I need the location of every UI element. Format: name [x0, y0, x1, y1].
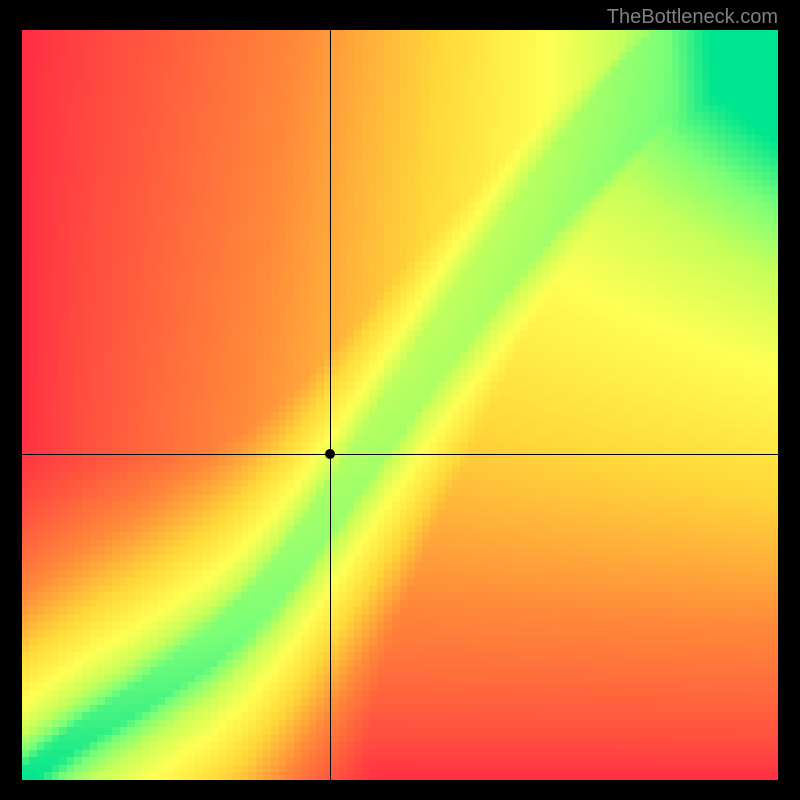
crosshair-vertical: [330, 30, 331, 780]
data-point-marker: [325, 449, 335, 459]
heatmap-canvas: [22, 30, 778, 780]
crosshair-horizontal: [22, 454, 778, 455]
plot-area: [22, 30, 778, 780]
watermark-text: TheBottleneck.com: [607, 6, 778, 29]
